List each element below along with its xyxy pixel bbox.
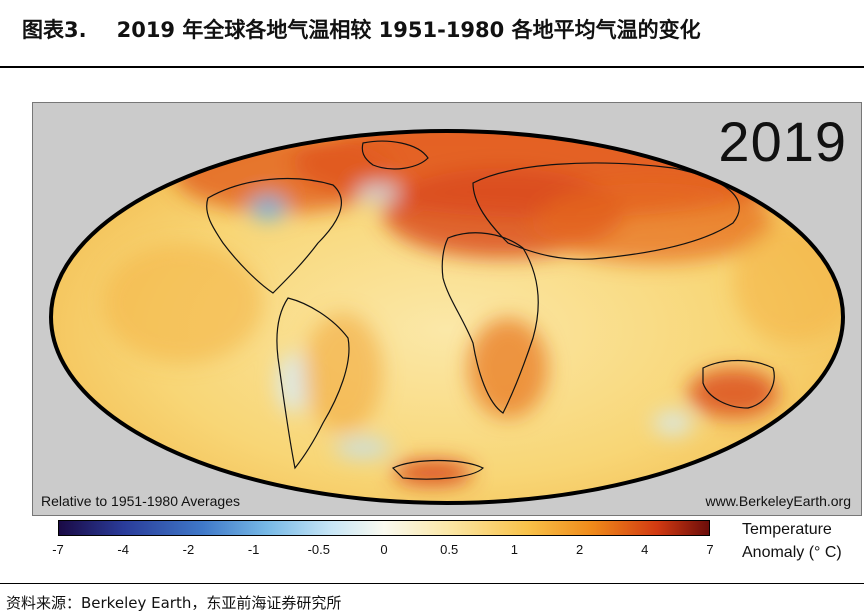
anomaly-field <box>51 131 843 503</box>
figure-title-text: 2019 年全球各地气温相较 1951-1980 各地平均气温的变化 <box>116 18 701 42</box>
colorbar-tick: -4 <box>117 542 129 557</box>
source-note: 资料来源：Berkeley Earth，东亚前海证券研究所 <box>6 594 342 612</box>
bottom-divider <box>0 583 864 584</box>
colorbar-tick: -2 <box>182 542 195 557</box>
temperature-anomaly-figure: 2019 Relative to 1951-1980 Averages www.… <box>0 78 864 580</box>
colorbar-tick: 7 <box>706 542 714 557</box>
world-map <box>49 129 845 505</box>
unit-line-1: Temperature <box>742 521 832 538</box>
colorbar-tick: -1 <box>247 542 260 557</box>
colorbar-gradient <box>58 520 710 536</box>
colorbar-tick: 1 <box>510 542 518 557</box>
top-divider <box>0 66 864 68</box>
colorbar-tick: 4 <box>641 542 649 557</box>
figure-label: 图表3. <box>22 18 87 42</box>
figure-title: 图表3. 2019 年全球各地气温相较 1951-1980 各地平均气温的变化 <box>22 10 701 50</box>
colorbar-tick: -0.5 <box>307 542 330 557</box>
baseline-label: Relative to 1951-1980 Averages <box>41 493 240 509</box>
colorbar-legend: -7 -4 -2 -1 -0.5 0 0.5 1 2 4 7 Temperature Anomaly… <box>0 516 864 580</box>
globe-border <box>49 129 845 505</box>
colorbar-unit-label: Temperature Anomaly (° C) <box>742 518 842 564</box>
colorbar-tick: 0 <box>380 542 388 557</box>
continent-outlines <box>206 140 775 480</box>
year-label: 2019 <box>718 110 847 173</box>
website-label: www.BerkeleyEarth.org <box>705 493 851 509</box>
colorbar-tick: 0.5 <box>440 542 459 557</box>
colorbar-tick: -7 <box>52 542 64 557</box>
unit-line-2: Anomaly (° C) <box>742 544 842 561</box>
map-panel: 2019 Relative to 1951-1980 Averages www.… <box>32 102 862 516</box>
colorbar-tick: 2 <box>575 542 584 557</box>
